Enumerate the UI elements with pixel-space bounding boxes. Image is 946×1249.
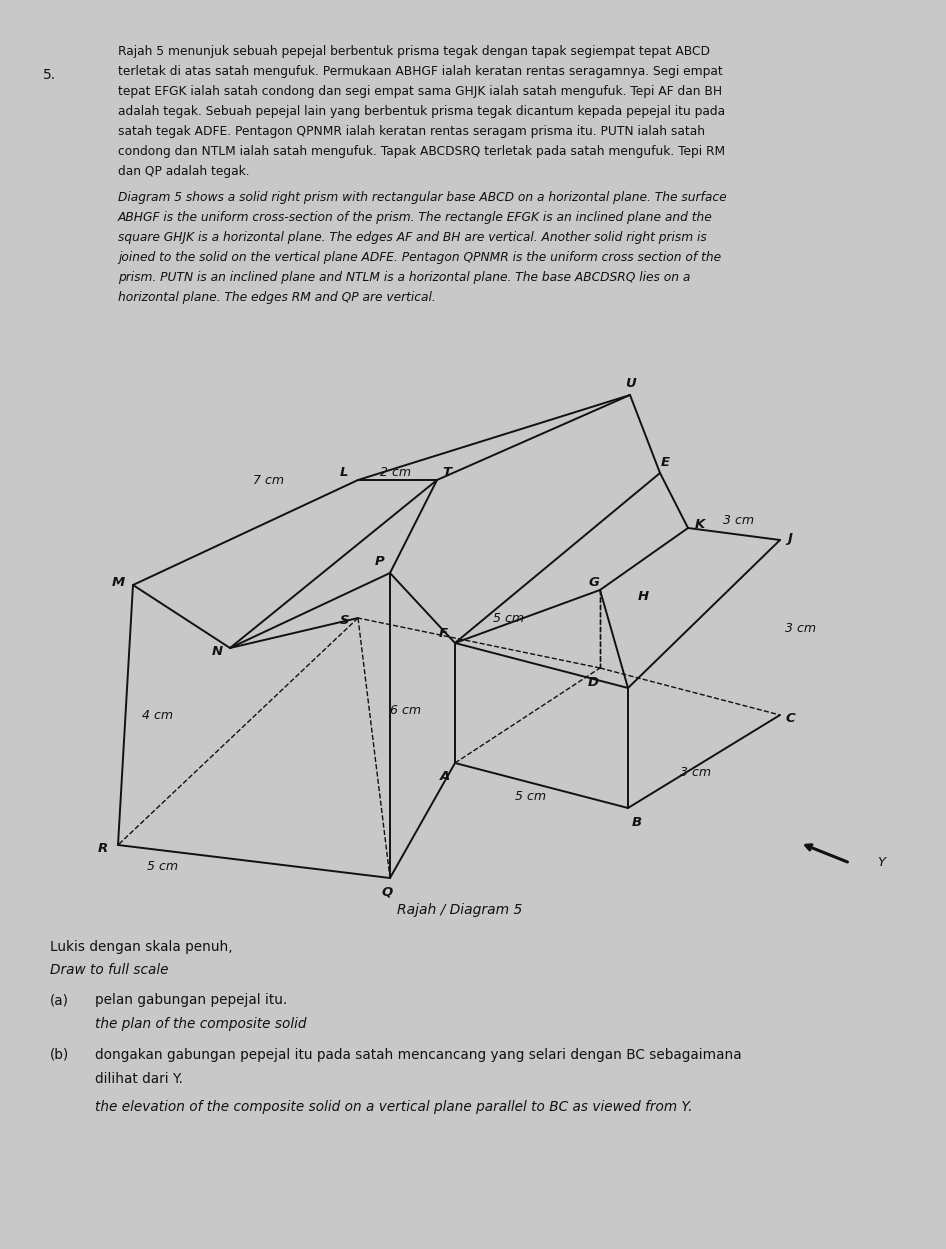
Text: 3 cm: 3 cm	[679, 767, 710, 779]
Text: the elevation of the composite solid on a vertical plane parallel to BC as viewe: the elevation of the composite solid on …	[95, 1100, 692, 1114]
Text: (b): (b)	[50, 1048, 69, 1062]
Text: 3 cm: 3 cm	[723, 513, 754, 527]
Text: 7 cm: 7 cm	[253, 473, 284, 487]
Text: 5 cm: 5 cm	[493, 612, 523, 624]
Text: ABHGF is the uniform cross-section of the prism. The rectangle EFGK is an inclin: ABHGF is the uniform cross-section of th…	[118, 211, 712, 224]
Text: N: N	[212, 644, 222, 657]
Text: 2 cm: 2 cm	[379, 466, 411, 478]
Text: R: R	[97, 842, 108, 854]
Text: B: B	[632, 816, 642, 828]
Text: 5.: 5.	[43, 67, 56, 82]
Text: A: A	[440, 771, 450, 783]
Text: Rajah 5 menunjuk sebuah pepejal berbentuk prisma tegak dengan tapak segiempat te: Rajah 5 menunjuk sebuah pepejal berbentu…	[118, 45, 710, 57]
Text: 4 cm: 4 cm	[142, 708, 172, 722]
Text: T: T	[443, 466, 451, 478]
Text: 5 cm: 5 cm	[515, 791, 546, 803]
Text: tepat EFGK ialah satah condong dan segi empat sama GHJK ialah satah mengufuk. Te: tepat EFGK ialah satah condong dan segi …	[118, 85, 722, 97]
Text: condong dan NTLM ialah satah mengufuk. Tapak ABCDSRQ terletak pada satah mengufu: condong dan NTLM ialah satah mengufuk. T…	[118, 145, 726, 159]
Text: Rajah / Diagram 5: Rajah / Diagram 5	[397, 903, 523, 917]
Text: satah tegak ADFE. Pentagon QPNMR ialah keratan rentas seragam prisma itu. PUTN i: satah tegak ADFE. Pentagon QPNMR ialah k…	[118, 125, 705, 137]
Text: (a): (a)	[50, 993, 69, 1007]
Text: L: L	[340, 466, 348, 478]
Text: dongakan gabungan pepejal itu pada satah mencancang yang selari dengan BC sebaga: dongakan gabungan pepejal itu pada satah…	[95, 1048, 742, 1062]
Text: 6 cm: 6 cm	[390, 703, 421, 717]
Text: square GHJK is a horizontal plane. The edges AF and BH are vertical. Another sol: square GHJK is a horizontal plane. The e…	[118, 231, 707, 244]
Text: E: E	[660, 456, 670, 468]
Text: U: U	[624, 376, 636, 390]
Text: C: C	[785, 712, 795, 724]
Text: joined to the solid on the vertical plane ADFE. Pentagon QPNMR is the uniform cr: joined to the solid on the vertical plan…	[118, 251, 721, 264]
Text: G: G	[588, 576, 600, 588]
Text: 3 cm: 3 cm	[784, 622, 815, 634]
Text: J: J	[788, 532, 793, 545]
Text: F: F	[439, 627, 447, 639]
Text: prism. PUTN is an inclined plane and NTLM is a horizontal plane. The base ABCDSR: prism. PUTN is an inclined plane and NTL…	[118, 271, 691, 284]
Text: P: P	[376, 555, 385, 567]
Text: Y: Y	[877, 857, 885, 869]
Text: terletak di atas satah mengufuk. Permukaan ABHGF ialah keratan rentas seragamnya: terletak di atas satah mengufuk. Permuka…	[118, 65, 723, 77]
Text: 5 cm: 5 cm	[147, 861, 178, 873]
Text: adalah tegak. Sebuah pepejal lain yang berbentuk prisma tegak dicantum kepada pe: adalah tegak. Sebuah pepejal lain yang b…	[118, 105, 726, 117]
Text: D: D	[587, 676, 599, 688]
Text: horizontal plane. The edges RM and QP are vertical.: horizontal plane. The edges RM and QP ar…	[118, 291, 436, 304]
Text: S: S	[341, 613, 350, 627]
Text: dan QP adalah tegak.: dan QP adalah tegak.	[118, 165, 250, 179]
Text: Lukis dengan skala penuh,: Lukis dengan skala penuh,	[50, 940, 233, 954]
Text: K: K	[695, 517, 705, 531]
Text: M: M	[112, 576, 125, 588]
Text: H: H	[638, 590, 649, 602]
Text: Q: Q	[381, 886, 393, 898]
Text: the plan of the composite solid: the plan of the composite solid	[95, 1017, 307, 1030]
Text: dilihat dari Y.: dilihat dari Y.	[95, 1072, 183, 1085]
Text: Draw to full scale: Draw to full scale	[50, 963, 168, 977]
Text: Diagram 5 shows a solid right prism with rectangular base ABCD on a horizontal p: Diagram 5 shows a solid right prism with…	[118, 191, 727, 204]
Text: pelan gabungan pepejal itu.: pelan gabungan pepejal itu.	[95, 993, 288, 1007]
